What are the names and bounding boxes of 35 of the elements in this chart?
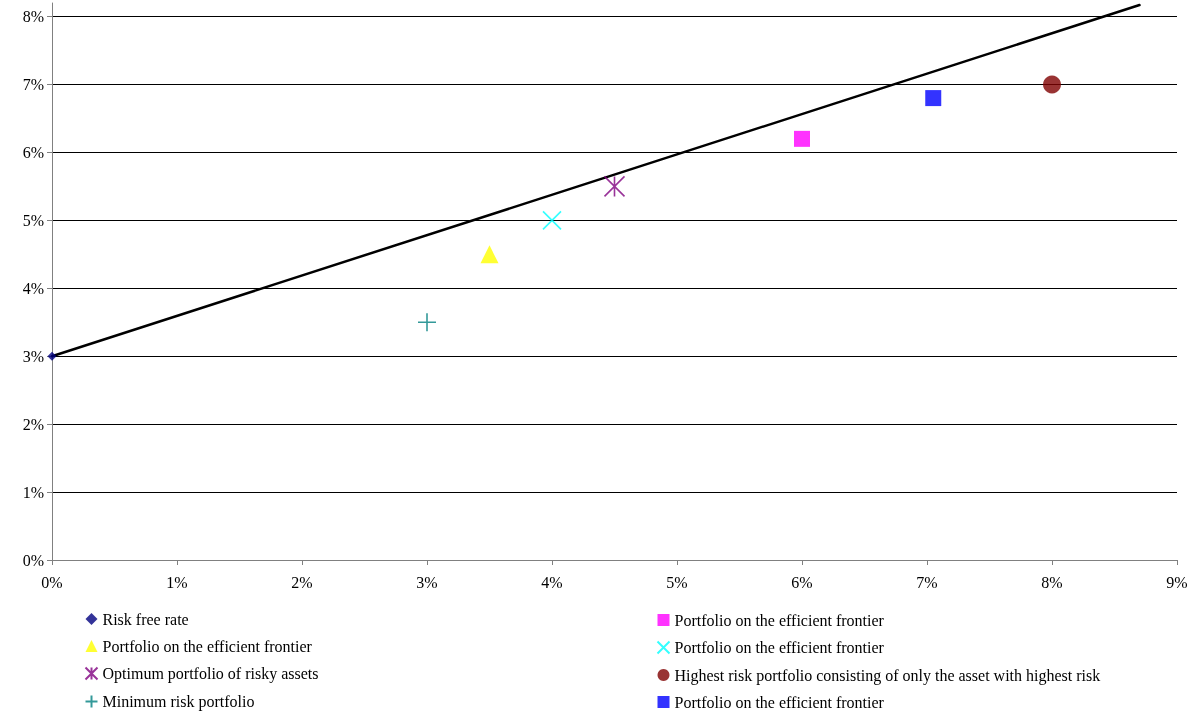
point [1043,75,1061,94]
x-tick-label: 0% [41,573,63,591]
y-tick-label: 7% [22,76,44,94]
x-tick-label: 4% [541,573,563,591]
y-tick-label: 4% [22,279,44,297]
y-tick-label: 5% [22,211,44,229]
legend-label: Portfolio on the efficient frontier [674,611,885,629]
y-tick-label: 8% [22,8,44,26]
point [417,312,437,333]
point [47,351,57,361]
point [542,210,562,231]
legend-label: Optimum portfolio of risky assets [102,665,319,683]
y-tick-label: 2% [22,415,44,433]
x-tick-label: 5% [666,573,688,591]
point [925,90,942,107]
y-tick-label: 3% [22,347,44,365]
x-tick-label: 6% [791,573,813,591]
y-tick-label: 1% [22,483,44,501]
x-tick-label: 1% [166,573,188,591]
x-tick-label: 9% [1166,573,1188,591]
point [794,130,810,147]
x-tick-label: 8% [1041,573,1063,591]
legend-label: Highest risk portfolio consisting of only the asset with highest risk [674,666,1101,685]
x-tick-label: 3% [416,573,438,591]
point [603,175,626,198]
legend-label: Portfolio on the efficient frontier [674,639,885,656]
x-tick-label: 7% [916,573,938,591]
legend-label: Risk free rate [102,610,189,628]
y-tick-label: 6% [22,143,44,161]
legend-label: Portfolio on the efficient frontier [674,693,885,711]
legend-label: Minimum risk portfolio [102,693,255,711]
legend-label: Portfolio on the efficient frontier [102,637,313,655]
x-tick-label: 2% [291,573,313,591]
y-tick-label: 0% [22,551,44,569]
point [480,245,499,264]
